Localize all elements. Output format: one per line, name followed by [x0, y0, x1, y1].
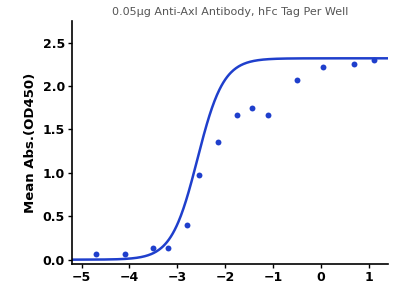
- Point: [215, 140, 221, 145]
- Point: [93, 252, 99, 257]
- Point: [122, 251, 128, 256]
- Point: [370, 58, 377, 62]
- Point: [351, 61, 358, 66]
- Point: [320, 64, 326, 69]
- Point: [164, 245, 171, 250]
- Point: [294, 78, 300, 82]
- Point: [248, 105, 255, 110]
- Point: [265, 112, 272, 117]
- Title: 0.05μg Anti-Axl Antibody, hFc Tag Per Well: 0.05μg Anti-Axl Antibody, hFc Tag Per We…: [112, 8, 348, 17]
- Y-axis label: Mean Abs.(OD450): Mean Abs.(OD450): [24, 72, 37, 213]
- Point: [184, 223, 190, 227]
- Point: [234, 112, 240, 117]
- Point: [150, 246, 156, 251]
- Point: [196, 173, 202, 178]
